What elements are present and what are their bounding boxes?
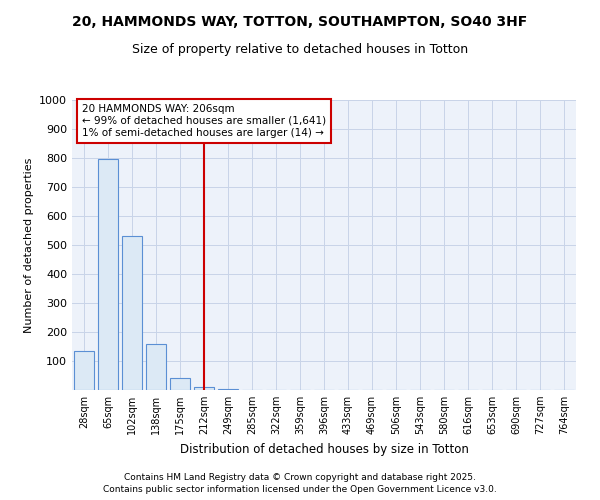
Text: Size of property relative to detached houses in Totton: Size of property relative to detached ho… [132, 42, 468, 56]
Bar [74, 351, 94, 390]
Text: 20, HAMMONDS WAY, TOTTON, SOUTHAMPTON, SO40 3HF: 20, HAMMONDS WAY, TOTTON, SOUTHAMPTON, S… [73, 15, 527, 29]
Bar [170, 378, 190, 390]
Bar [194, 387, 214, 390]
Bar [98, 160, 118, 390]
Text: Contains public sector information licensed under the Open Government Licence v3: Contains public sector information licen… [103, 485, 497, 494]
Text: 20 HAMMONDS WAY: 206sqm
← 99% of detached houses are smaller (1,641)
1% of semi-: 20 HAMMONDS WAY: 206sqm ← 99% of detache… [82, 104, 326, 138]
Y-axis label: Number of detached properties: Number of detached properties [23, 158, 34, 332]
Bar [146, 344, 166, 390]
Text: Contains HM Land Registry data © Crown copyright and database right 2025.: Contains HM Land Registry data © Crown c… [124, 472, 476, 482]
X-axis label: Distribution of detached houses by size in Totton: Distribution of detached houses by size … [179, 442, 469, 456]
Bar [122, 236, 142, 390]
Bar [218, 388, 238, 390]
